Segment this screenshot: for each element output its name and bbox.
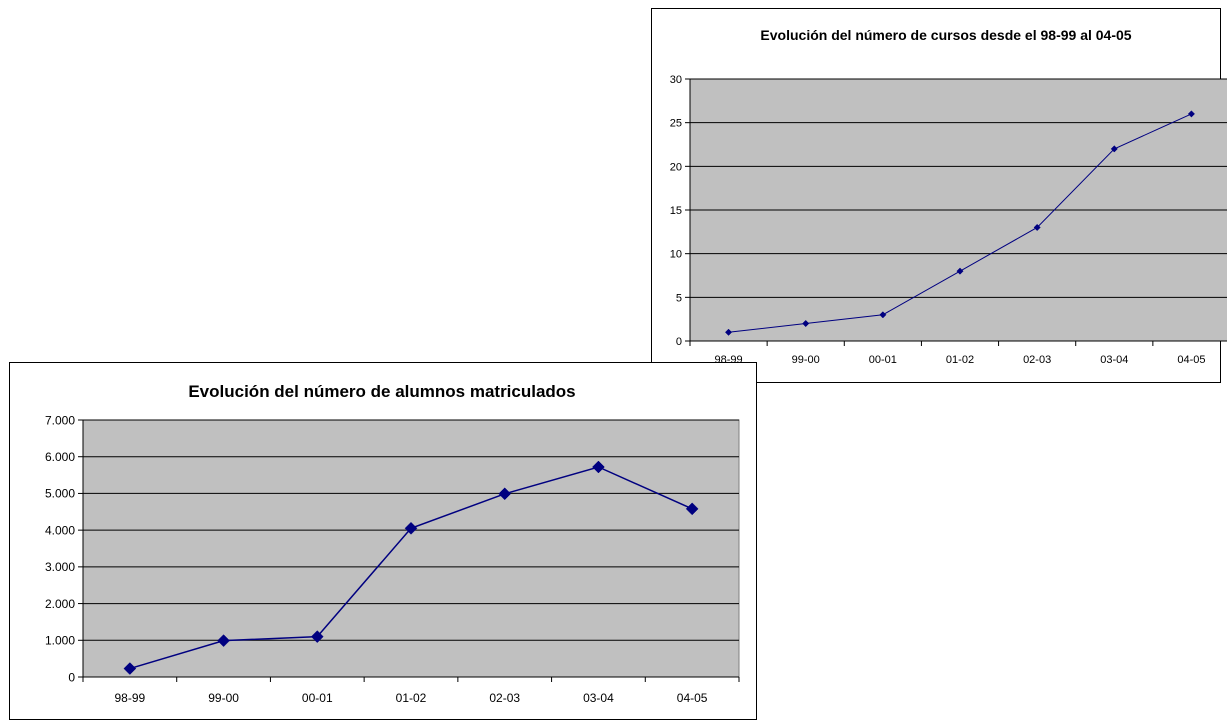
y-tick-label: 3.000 <box>45 560 75 574</box>
chart-cursos-svg: Evolución del número de cursos desde el … <box>670 27 1227 366</box>
chart-alumnos-svg: Evolución del número de alumnos matricul… <box>45 382 740 705</box>
x-tick-label: 00-01 <box>302 691 333 705</box>
y-tick-label: 2.000 <box>45 597 75 611</box>
y-tick-label: 7.000 <box>45 413 75 427</box>
data-point <box>123 662 137 675</box>
y-tick-label: 1.000 <box>45 634 75 648</box>
chart-title: Evolución del número de alumnos matricul… <box>188 382 575 401</box>
data-point <box>1033 223 1041 232</box>
data-point <box>1110 145 1118 153</box>
y-tick-label: 6.000 <box>45 450 75 464</box>
y-tick-label: 5 <box>676 292 682 304</box>
x-tick-label: 01-02 <box>396 691 427 705</box>
x-tick-label: 01-02 <box>946 354 974 366</box>
y-tick-label: 0 <box>68 670 75 684</box>
data-point <box>310 630 324 643</box>
y-tick-label: 20 <box>670 161 682 173</box>
y-tick-label: 10 <box>670 249 682 261</box>
data-point <box>725 328 733 336</box>
x-tick-label: 03-04 <box>1100 354 1128 366</box>
data-point <box>802 319 810 328</box>
x-tick-label: 99-00 <box>792 354 820 366</box>
y-tick-label: 5.000 <box>45 487 75 501</box>
x-tick-label: 02-03 <box>489 691 520 705</box>
x-tick-label: 99-00 <box>208 691 239 705</box>
y-tick-label: 30 <box>670 74 682 86</box>
data-point <box>592 460 605 474</box>
x-tick-label: 00-01 <box>869 354 897 366</box>
data-point <box>879 311 887 319</box>
data-point <box>404 521 418 535</box>
data-point <box>685 502 699 516</box>
x-tick-label: 02-03 <box>1023 354 1051 366</box>
data-point <box>498 487 512 501</box>
y-tick-label: 15 <box>670 205 682 217</box>
chart-cursos: Evolución del número de cursos desde el … <box>651 8 1227 383</box>
chart-alumnos: Evolución del número de alumnos matricul… <box>9 362 757 720</box>
y-tick-label: 4.000 <box>45 523 75 537</box>
chart-title: Evolución del número de cursos desde el … <box>760 27 1131 43</box>
data-point <box>1187 110 1195 118</box>
data-point <box>217 634 230 648</box>
plot-area <box>82 419 740 678</box>
data-point <box>956 267 964 275</box>
x-tick-label: 03-04 <box>583 691 614 705</box>
y-tick-label: 0 <box>676 336 682 348</box>
x-tick-label: 98-99 <box>115 691 146 705</box>
x-tick-label: 04-05 <box>677 691 708 705</box>
x-tick-label: 04-05 <box>1177 354 1205 366</box>
y-tick-label: 25 <box>670 118 682 130</box>
